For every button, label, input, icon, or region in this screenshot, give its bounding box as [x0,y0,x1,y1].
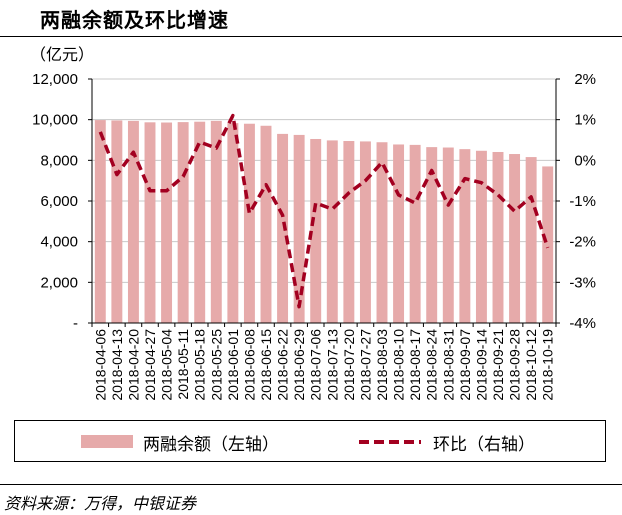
tick-labels: - 2,000 4,000 6,000 8,000 10,000 12,000 -4% -3% -… [30,45,596,401]
right-tick-label: -4% [569,315,596,332]
x-tick-label: 2018-08-17 [407,329,423,401]
x-tick-label: 2018-08-31 [440,329,456,401]
x-tick-label: 2018-05-18 [192,329,208,401]
bar [326,140,338,323]
right-tick-label: 0% [574,152,596,169]
title-divider [0,36,622,37]
right-tick-label: 2% [574,71,596,88]
x-tick-label: 2018-05-11 [175,329,191,400]
bar [243,123,255,323]
bar [177,122,189,324]
right-tick-label: -3% [569,274,596,291]
x-tick-label: 2018-06-08 [241,329,257,401]
x-tick-label: 2018-04-20 [125,329,141,401]
combo-chart: - 2,000 4,000 6,000 8,000 10,000 12,000 -4% -3% -… [30,45,596,401]
x-tick-label: 2018-08-24 [424,329,440,401]
x-tick-label: 2018-06-15 [258,329,274,401]
source-note: 资料来源：万得，中银证券 [4,494,197,513]
bar [525,157,537,323]
left-tick-label: 12,000 [32,71,78,88]
x-tick-label: 2018-09-14 [473,329,489,401]
x-tick-label: 2018-06-22 [275,329,291,401]
x-tick-label: 2018-07-27 [357,329,373,401]
bar [542,166,554,323]
line-series [98,113,550,309]
left-tick-label: 8,000 [40,152,78,169]
left-tick-label: 2,000 [40,274,78,291]
x-tick-label: 2018-07-13 [324,329,340,401]
bar [376,142,388,323]
x-tick-label: 2018-07-06 [308,329,324,401]
left-tick-label: 4,000 [40,234,78,251]
bar [359,141,371,323]
bar [475,150,487,323]
chart-title: 两融余额及环比增速 [40,8,229,32]
x-tick-label: 2018-04-06 [92,329,108,401]
bar [277,133,289,323]
bar [293,134,305,323]
bar [194,121,206,323]
bar [492,151,504,323]
legend-line-swatch [359,440,421,444]
x-tick-label: 2018-08-10 [391,329,407,401]
right-tick-label: 1% [574,112,596,129]
bar [227,123,239,323]
bar [161,122,173,323]
bar [144,122,156,323]
bar [409,144,421,323]
footer-divider [0,484,622,485]
bar [310,138,322,323]
bar [94,120,106,323]
legend-line-label: 环比（右轴） [433,435,535,455]
x-tick-label: 2018-06-29 [291,329,307,401]
x-tick-label: 2018-08-03 [374,329,390,401]
bar [442,147,454,323]
x-tick-label: 2018-06-01 [225,329,241,401]
bar [509,154,521,323]
left-tick-label: 6,000 [40,193,78,210]
x-tick-label: 2018-10-12 [523,329,539,401]
bar [210,120,222,324]
x-tick-label: 2018-04-13 [109,329,125,401]
x-tick-label: 2018-07-20 [341,329,357,401]
growth-rate-line [98,113,550,309]
x-tick-label: 2018-09-28 [507,329,523,401]
bar [393,144,405,323]
right-tick-label: -2% [569,234,596,251]
bar [426,147,438,323]
x-tick-label: 2018-10-19 [540,329,556,401]
x-tick-label: 2018-09-07 [457,329,473,401]
chart-legend: 两融余额（左轴） 环比（右轴） [14,420,606,462]
bar-series [94,120,554,324]
x-tick-label: 2018-04-27 [142,329,158,401]
bar [111,120,123,323]
left-tick-label: - [73,315,78,332]
legend-bar-label: 两融余额（左轴） [143,435,279,455]
left-tick-label: 10,000 [32,112,78,129]
x-tick-label: 2018-05-04 [159,329,175,401]
left-axis-unit: （亿元） [30,45,94,64]
x-tick-label: 2018-09-21 [490,329,506,401]
bar [260,125,272,324]
legend-bar-swatch [81,435,133,448]
bar [343,141,355,323]
bar [459,149,471,323]
right-tick-label: -1% [569,193,596,210]
x-tick-label: 2018-05-25 [208,329,224,401]
bar [127,120,139,324]
axes [88,78,560,327]
